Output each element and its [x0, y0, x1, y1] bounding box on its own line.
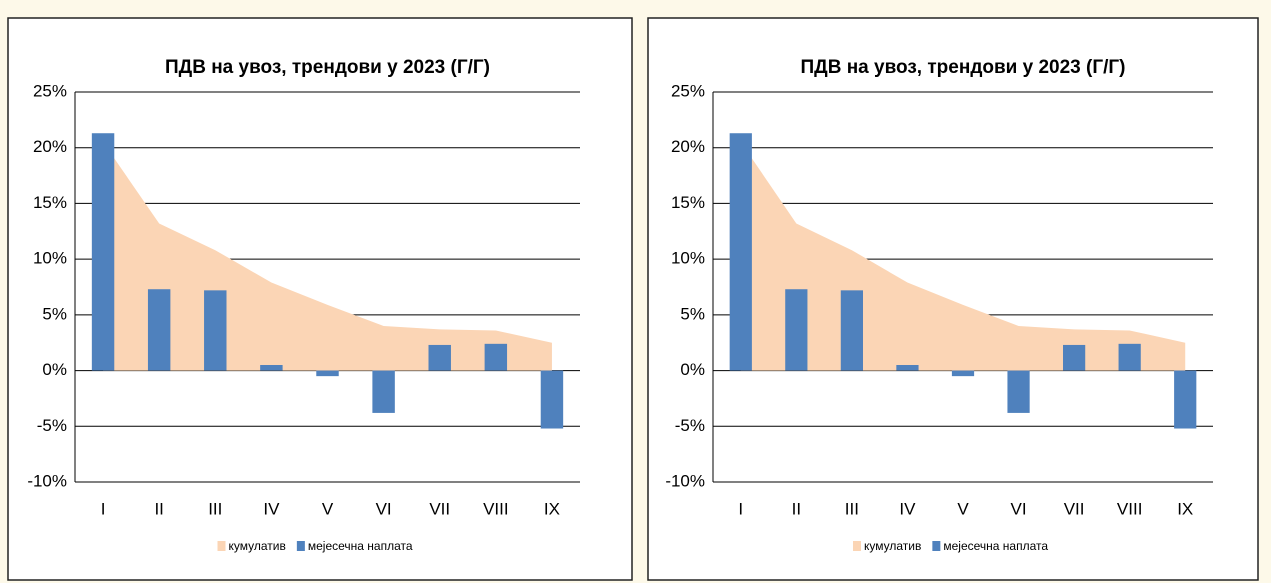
- y-tick-label: 0%: [42, 360, 67, 379]
- chart-title: ПДВ на увоз, трендови у 2023 (Г/Г): [801, 57, 1126, 78]
- y-tick-label: 15%: [33, 193, 67, 212]
- x-tick-label: IV: [263, 499, 280, 518]
- y-tick-label: 15%: [671, 193, 705, 212]
- x-tick-label: I: [738, 499, 743, 518]
- bar: [260, 365, 283, 371]
- x-tick-label: I: [101, 499, 106, 518]
- y-tick-label: -5%: [37, 416, 67, 435]
- legend-swatch: [217, 541, 226, 551]
- x-tick-label: V: [322, 499, 334, 518]
- legend-label: мејесечна наплата: [308, 539, 413, 553]
- x-tick-label: IX: [1177, 499, 1193, 518]
- y-tick-label: 25%: [671, 81, 705, 100]
- y-tick-label: 5%: [42, 304, 67, 323]
- legend-swatch: [296, 541, 305, 551]
- y-tick-label: 20%: [33, 137, 67, 156]
- x-tick-label: IV: [899, 499, 916, 518]
- bar: [785, 289, 808, 371]
- bar: [1007, 370, 1030, 413]
- y-tick-label: 10%: [33, 249, 67, 268]
- bar: [1063, 344, 1086, 371]
- bar: [1118, 343, 1141, 371]
- y-tick-label: 20%: [671, 137, 705, 156]
- bar: [204, 290, 227, 371]
- x-tick-label: VII: [429, 499, 450, 518]
- x-tick-label: VIII: [483, 499, 509, 518]
- y-tick-label: 5%: [680, 304, 705, 323]
- x-tick-label: VIII: [1117, 499, 1143, 518]
- bar: [484, 343, 508, 371]
- bar: [951, 370, 975, 377]
- x-tick-label: II: [792, 499, 801, 518]
- legend-swatch: [932, 541, 941, 551]
- y-tick-label: -10%: [665, 471, 705, 490]
- y-tick-label: 10%: [671, 249, 705, 268]
- x-tick-label: V: [957, 499, 969, 518]
- legend-label: мејесечна наплата: [943, 539, 1048, 553]
- bar: [1174, 370, 1197, 429]
- x-tick-label: VI: [376, 499, 392, 518]
- x-tick-label: III: [845, 499, 859, 518]
- legend-label: кумулатив: [229, 539, 286, 553]
- y-tick-label: -5%: [675, 416, 705, 435]
- bar: [372, 370, 395, 413]
- y-tick-label: 0%: [680, 360, 705, 379]
- legend-swatch: [853, 541, 861, 551]
- bar: [540, 370, 564, 429]
- bar: [729, 133, 752, 371]
- bar: [91, 133, 115, 371]
- bar: [896, 365, 919, 371]
- bar: [147, 289, 171, 371]
- x-tick-label: VII: [1064, 499, 1085, 518]
- chart-title: ПДВ на увоз, трендови у 2023 (Г/Г): [165, 57, 490, 78]
- bar: [316, 370, 339, 377]
- y-tick-label: 25%: [33, 81, 67, 100]
- x-tick-label: IX: [544, 499, 560, 518]
- x-tick-label: III: [208, 499, 222, 518]
- legend-label: кумулатив: [864, 539, 921, 553]
- x-tick-label: II: [154, 499, 163, 518]
- bar: [840, 290, 863, 371]
- bar: [428, 344, 451, 371]
- x-tick-label: VI: [1011, 499, 1027, 518]
- y-tick-label: -10%: [27, 471, 67, 490]
